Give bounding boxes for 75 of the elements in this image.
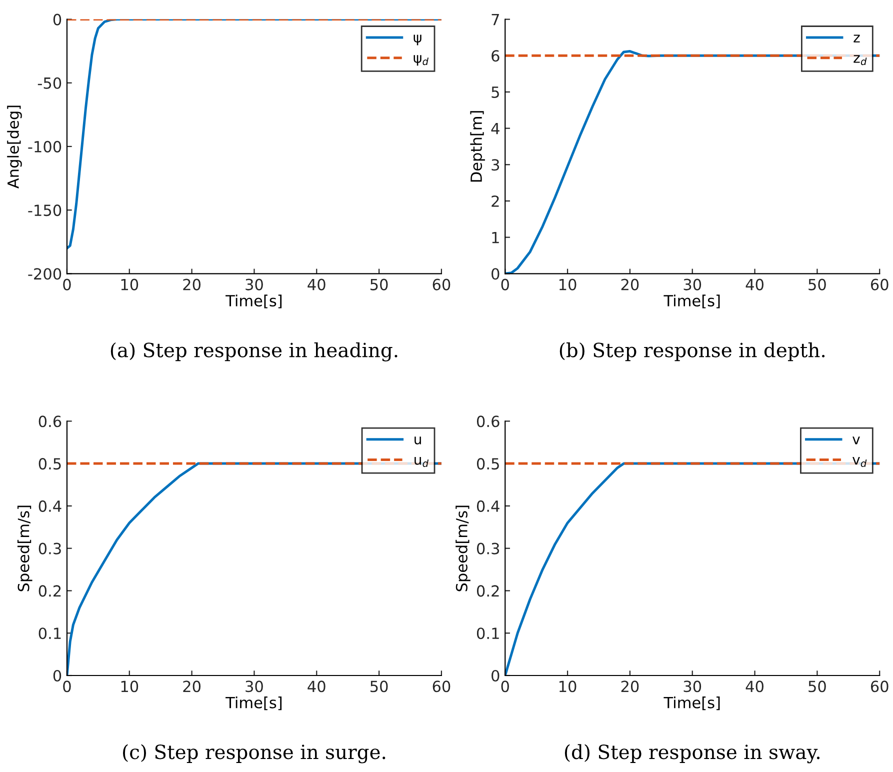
y-tick-label: 5 <box>492 86 499 98</box>
legend-label: z <box>854 34 860 42</box>
x-tick-label: 10 <box>559 278 576 290</box>
y-tick-label: 2 <box>492 195 499 207</box>
y-tick-label: 0.6 <box>38 416 62 428</box>
legend-label: ψ$_{d}$ <box>414 55 428 66</box>
y-tick-label: -150 <box>28 204 62 216</box>
x-tick-label: 0 <box>63 680 71 692</box>
y-axis-title: Depth[m] <box>470 111 485 182</box>
x-tick-label: 0 <box>501 278 509 290</box>
x-tick-label: 10 <box>121 680 138 692</box>
y-tick-label: 0 <box>492 268 500 280</box>
y-tick-label: 4 <box>491 122 500 134</box>
y-axis-title: Speed[m/s] <box>456 506 470 592</box>
y-axis-title: Angle[deg] <box>7 106 22 188</box>
x-tick-label: 10 <box>121 278 138 290</box>
y-tick-label: 0.1 <box>38 628 61 640</box>
x-tick-label: 0 <box>501 680 509 692</box>
x-tick-label: 50 <box>370 680 388 692</box>
y-tick-label: 7 <box>492 14 499 26</box>
x-tick-label: 0 <box>63 278 71 290</box>
y-tick-label: 6 <box>492 50 500 62</box>
x-tick-label: 20 <box>621 278 639 290</box>
x-tick-label: 50 <box>370 278 388 290</box>
y-tick-label: 0.1 <box>476 628 499 640</box>
y-tick-label: 0.5 <box>476 458 499 470</box>
y-tick-label: -100 <box>28 140 62 152</box>
x-tick-label: 20 <box>183 278 201 290</box>
y-tick-label: 0.2 <box>38 585 61 597</box>
y-tick-label: 0.3 <box>38 542 61 554</box>
x-tick-label: 40 <box>746 278 764 290</box>
x-tick-label: 60 <box>432 680 450 692</box>
legend-label: v$_{d}$ <box>852 456 867 467</box>
x-tick-label: 30 <box>684 278 702 290</box>
y-tick-label: 0.5 <box>38 458 61 470</box>
text: (c) Step response in surge. <box>123 744 386 764</box>
legend-label: z$_{d}$ <box>854 55 867 66</box>
y-tick-label: 1 <box>492 232 499 244</box>
x-axis-title: Time[s] <box>226 294 282 308</box>
x-axis-title: Time[s] <box>664 696 720 710</box>
x-tick-label: 40 <box>308 278 326 290</box>
text: (b) Step response in depth. <box>560 342 825 362</box>
legend-label: u$_{d}$ <box>414 456 429 468</box>
x-tick-label: 50 <box>808 278 826 290</box>
x-tick-label: 40 <box>746 680 764 692</box>
text: (a) Step response in heading. <box>110 342 398 362</box>
x-axis-title: Time[s] <box>226 696 282 710</box>
x-tick-label: 10 <box>559 680 576 692</box>
x-tick-label: 30 <box>246 278 263 290</box>
text: (d) Step response in sway. <box>564 744 820 764</box>
legend-label: ψ <box>414 34 422 46</box>
x-tick-label: 50 <box>808 680 826 692</box>
y-tick-label: -200 <box>28 268 62 280</box>
y-tick-label: 0.4 <box>476 500 500 512</box>
y-tick-label: 0 <box>53 670 62 682</box>
x-tick-label: 60 <box>870 680 888 692</box>
x-tick-label: 30 <box>246 680 263 692</box>
x-tick-label: 20 <box>621 680 639 692</box>
x-tick-label: 40 <box>308 680 326 692</box>
legend-label: v <box>852 436 860 444</box>
y-tick-label: 0 <box>492 670 500 682</box>
x-axis-title: Time[s] <box>664 294 720 308</box>
y-tick-label: 3 <box>492 159 500 171</box>
y-tick-label: 0.3 <box>476 542 500 554</box>
y-tick-label: 0.4 <box>38 500 62 512</box>
x-tick-label: 60 <box>870 278 888 290</box>
y-tick-label: -50 <box>38 77 62 89</box>
y-axis-title: Speed[m/s] <box>17 506 32 592</box>
legend-label: u <box>414 436 421 444</box>
y-tick-label: 0.2 <box>476 585 499 597</box>
y-tick-label: 0.6 <box>476 416 500 428</box>
x-tick-label: 60 <box>432 278 450 290</box>
x-tick-label: 30 <box>684 680 702 692</box>
y-tick-label: 0 <box>53 14 62 26</box>
x-tick-label: 20 <box>183 680 201 692</box>
